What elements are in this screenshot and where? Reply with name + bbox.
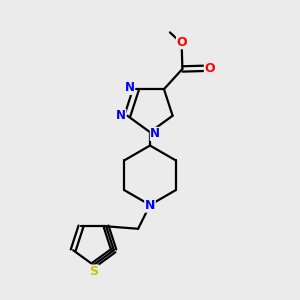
- Text: O: O: [176, 36, 187, 49]
- Text: N: N: [116, 109, 126, 122]
- Text: N: N: [150, 128, 160, 140]
- Text: S: S: [90, 265, 99, 278]
- Text: N: N: [124, 82, 134, 94]
- Text: O: O: [204, 62, 215, 75]
- Text: N: N: [145, 199, 155, 212]
